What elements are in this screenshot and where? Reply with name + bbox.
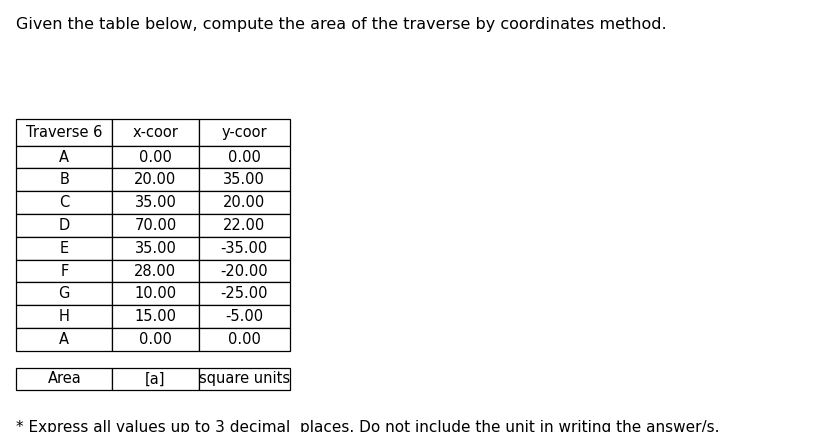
Bar <box>112 305 199 328</box>
Bar <box>199 191 290 214</box>
Text: [a]: [a] <box>145 372 165 387</box>
Text: 35.00: 35.00 <box>224 172 265 187</box>
Bar <box>112 237 199 260</box>
Bar <box>17 214 112 237</box>
Text: * Express all values up to 3 decimal  places. Do not include the unit in writing: * Express all values up to 3 decimal pla… <box>17 420 720 432</box>
Text: G: G <box>58 286 70 301</box>
Bar <box>17 305 112 328</box>
Text: Area: Area <box>47 372 81 387</box>
Bar <box>199 214 290 237</box>
Text: 10.00: 10.00 <box>135 286 176 301</box>
Text: Traverse 6: Traverse 6 <box>26 125 102 140</box>
Text: 0.00: 0.00 <box>139 149 172 165</box>
Bar <box>17 119 112 146</box>
Text: 70.00: 70.00 <box>135 218 176 233</box>
Bar <box>112 283 199 305</box>
Text: 22.00: 22.00 <box>224 218 265 233</box>
Bar <box>199 283 290 305</box>
Bar <box>112 214 199 237</box>
Bar <box>199 146 290 168</box>
Text: 0.00: 0.00 <box>139 332 172 347</box>
Bar <box>17 237 112 260</box>
Bar <box>199 119 290 146</box>
Bar <box>17 328 112 351</box>
Bar <box>199 237 290 260</box>
Text: 20.00: 20.00 <box>224 195 265 210</box>
Bar <box>112 168 199 191</box>
Text: 15.00: 15.00 <box>135 309 176 324</box>
Bar <box>199 168 290 191</box>
Text: A: A <box>59 332 69 347</box>
Text: E: E <box>60 241 69 256</box>
Bar <box>112 146 199 168</box>
Text: -35.00: -35.00 <box>221 241 268 256</box>
Text: C: C <box>59 195 70 210</box>
Text: -5.00: -5.00 <box>225 309 263 324</box>
Bar <box>112 368 199 391</box>
Text: 20.00: 20.00 <box>135 172 176 187</box>
Text: F: F <box>60 264 68 279</box>
Text: H: H <box>59 309 70 324</box>
Bar <box>17 168 112 191</box>
Bar <box>17 191 112 214</box>
Text: Given the table below, compute the area of the traverse by coordinates method.: Given the table below, compute the area … <box>17 17 667 32</box>
Text: y-coor: y-coor <box>222 125 267 140</box>
Text: -25.00: -25.00 <box>220 286 268 301</box>
Text: 35.00: 35.00 <box>135 241 176 256</box>
Bar <box>199 260 290 283</box>
Bar <box>112 191 199 214</box>
Bar <box>112 119 199 146</box>
Text: square units: square units <box>199 372 290 387</box>
Text: D: D <box>59 218 70 233</box>
Text: 35.00: 35.00 <box>135 195 176 210</box>
Text: 0.00: 0.00 <box>228 149 261 165</box>
Bar <box>112 328 199 351</box>
Bar <box>112 260 199 283</box>
Bar <box>17 368 112 391</box>
Text: 0.00: 0.00 <box>228 332 261 347</box>
Bar <box>17 260 112 283</box>
Text: -20.00: -20.00 <box>220 264 268 279</box>
Text: B: B <box>59 172 69 187</box>
Bar <box>17 146 112 168</box>
Bar <box>17 283 112 305</box>
Bar <box>199 368 290 391</box>
Text: A: A <box>59 149 69 165</box>
Text: 28.00: 28.00 <box>135 264 176 279</box>
Bar <box>199 328 290 351</box>
Text: x-coor: x-coor <box>132 125 179 140</box>
Bar <box>199 305 290 328</box>
